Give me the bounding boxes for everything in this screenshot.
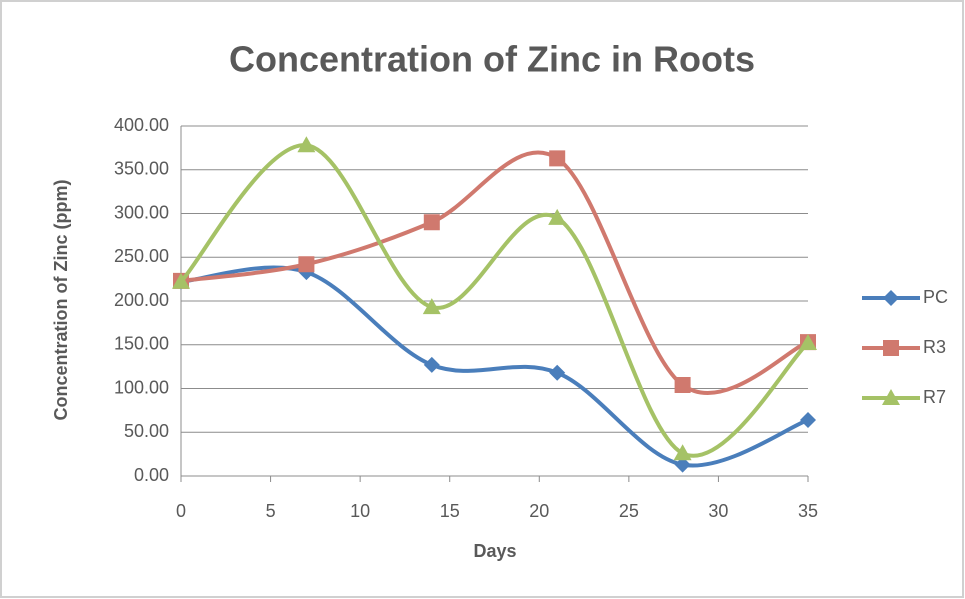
- marker: [674, 456, 691, 473]
- legend-label: PC: [923, 287, 948, 307]
- marker: [674, 377, 691, 393]
- legend-marker: [883, 340, 899, 356]
- x-tick-label: 0: [176, 501, 186, 521]
- y-tick-label: 150.00: [114, 334, 169, 354]
- y-tick-label: 250.00: [114, 246, 169, 266]
- x-tick-label: 20: [529, 501, 549, 521]
- legend-label: R7: [923, 387, 946, 407]
- y-tick-label: 50.00: [124, 421, 169, 441]
- x-tick-label: 30: [708, 501, 728, 521]
- legend-marker: [882, 389, 900, 405]
- y-tick-label: 300.00: [114, 202, 169, 222]
- marker: [800, 412, 816, 428]
- chart-title: Concentration of Zinc in Roots: [229, 39, 755, 80]
- marker: [298, 256, 315, 273]
- marker: [673, 444, 692, 461]
- marker: [423, 356, 440, 373]
- series-line: [179, 143, 810, 458]
- marker: [549, 150, 566, 167]
- y-tick-label: 200.00: [114, 290, 169, 310]
- marker: [549, 364, 566, 381]
- x-tick-label: 25: [619, 501, 639, 521]
- marker: [548, 208, 567, 225]
- x-axis-title: Days: [473, 541, 516, 561]
- y-tick-label: 400.00: [114, 115, 169, 135]
- y-tick-label: 100.00: [114, 377, 169, 397]
- x-tick-label: 5: [266, 501, 276, 521]
- y-tick-label: 350.00: [114, 159, 169, 179]
- x-tick-label: 15: [440, 501, 460, 521]
- marker: [799, 334, 817, 350]
- legend-marker: [883, 290, 899, 306]
- x-tick-label: 10: [350, 501, 370, 521]
- y-axis-title: Concentration of Zinc (ppm): [51, 180, 71, 421]
- marker: [422, 298, 441, 315]
- marker: [423, 214, 440, 231]
- x-tick-label: 35: [798, 501, 818, 521]
- marker: [297, 136, 316, 153]
- series-line: [180, 265, 809, 468]
- y-tick-label: 0.00: [134, 465, 169, 485]
- legend-label: R3: [923, 337, 946, 357]
- marker: [172, 272, 190, 289]
